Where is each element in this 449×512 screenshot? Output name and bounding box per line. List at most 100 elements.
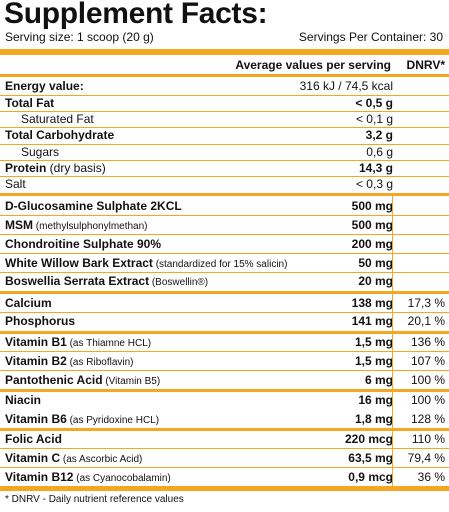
nutrient-label: Niacin: [5, 393, 42, 407]
nutrient-amount: 141 mg: [351, 314, 393, 328]
table-row: Phosphorus 141 mg 20,1 %: [0, 313, 449, 330]
row-separator: [0, 234, 449, 235]
table-row: Pantothenic Acid (Vitamin B5) 6 mg 100 %: [0, 371, 449, 389]
nutrient-label: Vitamin B6: [5, 412, 67, 426]
nutrient-dnrv: 100 %: [410, 373, 445, 387]
nutrient-note: (as Cyanocobalamin): [73, 473, 171, 484]
nutrient-amount: 50 mg: [358, 256, 393, 270]
bottom-bar: [0, 486, 449, 491]
nutrient-amount: 316 kJ / 74,5 kcal: [299, 79, 393, 93]
nutrient-note: (as Pyridoxine HCL): [66, 415, 160, 426]
nutrient-label: Energy value:: [5, 79, 84, 93]
nutrient-amount: 0,9 mcg: [348, 470, 393, 484]
table-row: Vitamin B6 (as Pyridoxine HCL) 1,8 mg 128 …: [0, 410, 449, 428]
table-row: Total Carbohydrate 3,2 g: [0, 127, 449, 144]
nutrient-amount: 220 mcg: [344, 432, 393, 446]
nutrient-name: Total Fat: [5, 95, 54, 111]
nutrient-name: White Willow Bark Extract (standardized …: [5, 254, 287, 274]
table-row: Salt < 0,3 g: [0, 176, 449, 193]
row-separator: [0, 448, 449, 449]
nutrient-name: Vitamin B6 (as Pyridoxine HCL): [5, 410, 159, 430]
row-separator: [0, 370, 449, 371]
nutrient-amount: 500 mg: [351, 218, 393, 232]
nutrient-label: MSM: [5, 218, 33, 232]
top-thick-bar: [0, 49, 449, 55]
nutrient-label: Phosphorus: [5, 314, 76, 328]
nutrient-name: Total Carbohydrate: [5, 127, 114, 144]
nutrient-amount: 16 mg: [358, 393, 393, 407]
row-separator: [0, 176, 449, 177]
table-row: Calcium 138 mg 17,3 %: [0, 294, 449, 312]
nutrient-note: (Vitamin B5): [102, 376, 161, 387]
table-row: D-Glucosamine Sulphate 2KCL 500 mg: [0, 197, 449, 215]
table-row: Chondroitine Sulphate 90% 200 mg: [0, 235, 449, 253]
footnote: * DNRV - Daily nutrient reference values: [5, 494, 184, 505]
nutrient-label: Vitamin C: [5, 451, 61, 465]
nutrient-note: (Boswellin®): [149, 277, 209, 288]
table-row: Vitamin B2 (as Riboflavin) 1,5 mg 107 %: [0, 352, 449, 370]
nutrient-label: D-Glucosamine Sulphate 2KCL: [5, 199, 182, 213]
nutrient-label: White Willow Bark Extract: [5, 256, 153, 270]
nutrient-label: Vitamin B1: [5, 335, 67, 349]
nutrient-amount: < 0,1 g: [355, 112, 393, 126]
page-title: Supplement Facts:: [4, 0, 268, 30]
nutrient-name: Folic Acid: [5, 431, 62, 448]
section-bar: [0, 428, 449, 431]
nutrient-name: Boswellia Serrata Extract (Boswellin®): [5, 273, 208, 291]
nutrient-note: (dry basis): [46, 161, 106, 175]
nutrient-label: Boswellia Serrata Extract: [5, 274, 150, 288]
nutrient-name: Saturated Fat: [21, 111, 94, 127]
nutrient-dnrv: 100 %: [410, 393, 445, 407]
row-separator: [0, 160, 449, 161]
table-row: Boswellia Serrata Extract (Boswellin®) 20…: [0, 273, 449, 290]
nutrient-label: Saturated Fat: [21, 112, 94, 126]
nutrient-amount: 6 mg: [364, 373, 393, 387]
nutrient-label: Salt: [5, 177, 26, 191]
nutrient-label: Folic Acid: [5, 432, 62, 446]
nutrient-name: Phosphorus: [5, 313, 75, 330]
nutrient-amount: 3,2 g: [365, 128, 393, 142]
nutrient-name: Pantothenic Acid (Vitamin B5): [5, 371, 160, 391]
nutrient-label: Sugars: [21, 145, 60, 159]
row-separator: [0, 215, 449, 216]
nutrient-name: Vitamin B12 (as Cyanocobalamin): [5, 468, 171, 488]
table-row: Protein (dry basis) 14,3 g: [0, 160, 449, 176]
table-row: Vitamin B1 (as Thiamne HCL) 1,5 mg 136 %: [0, 334, 449, 351]
header-amount: Average values per serving: [235, 58, 391, 72]
nutrient-dnrv: 107 %: [410, 354, 445, 368]
row-separator: [0, 312, 449, 313]
section-bar: [0, 389, 449, 392]
table-row: MSM (methylsulphonylmethan) 500 mg: [0, 216, 449, 234]
nutrient-name: D-Glucosamine Sulphate 2KCL: [5, 197, 182, 215]
table-row: Saturated Fat < 0,1 g: [0, 111, 449, 127]
nutrient-note: (as Thiamne HCL): [66, 338, 152, 349]
nutrient-note: (as Riboflavin): [66, 357, 134, 368]
row-separator: [0, 127, 449, 128]
column-divider: [392, 294, 393, 486]
row-separator: [0, 144, 449, 145]
section-bar: [0, 331, 449, 334]
row-separator: [0, 351, 449, 352]
nutrient-label: Chondroitine Sulphate 90%: [5, 237, 162, 251]
nutrient-dnrv: 79,4 %: [407, 451, 445, 465]
nutrient-label: Total Fat: [5, 96, 55, 110]
nutrient-name: Vitamin B2 (as Riboflavin): [5, 352, 134, 372]
table-row: Niacin 16 mg 100 %: [0, 392, 449, 409]
nutrient-dnrv: 17,3 %: [407, 296, 445, 310]
nutrient-name: Energy value:: [5, 78, 84, 95]
nutrient-dnrv: 36 %: [417, 470, 445, 484]
nutrient-label: Vitamin B2: [5, 354, 67, 368]
table-header: Average values per serving DNRV*: [0, 56, 449, 74]
nutrient-dnrv: 136 %: [410, 335, 445, 349]
nutrient-amount: 14,3 g: [358, 161, 393, 175]
row-separator: [0, 111, 449, 112]
nutrient-label: Pantothenic Acid: [5, 373, 103, 387]
table-row: Vitamin C (as Ascorbic Acid) 63,5 mg 79,4 …: [0, 450, 449, 467]
nutrient-label: Calcium: [5, 296, 52, 310]
nutrient-amount: 1,8 mg: [354, 412, 393, 426]
servings-per-container: Servings Per Container: 30: [298, 30, 443, 44]
nutrient-amount: < 0,5 g: [355, 96, 393, 110]
nutrient-name: Vitamin C (as Ascorbic Acid): [5, 450, 142, 468]
serving-info: Serving size: 1 scoop (20 g) Servings Pe…: [5, 30, 443, 46]
nutrient-amount: < 0,3 g: [355, 177, 393, 191]
